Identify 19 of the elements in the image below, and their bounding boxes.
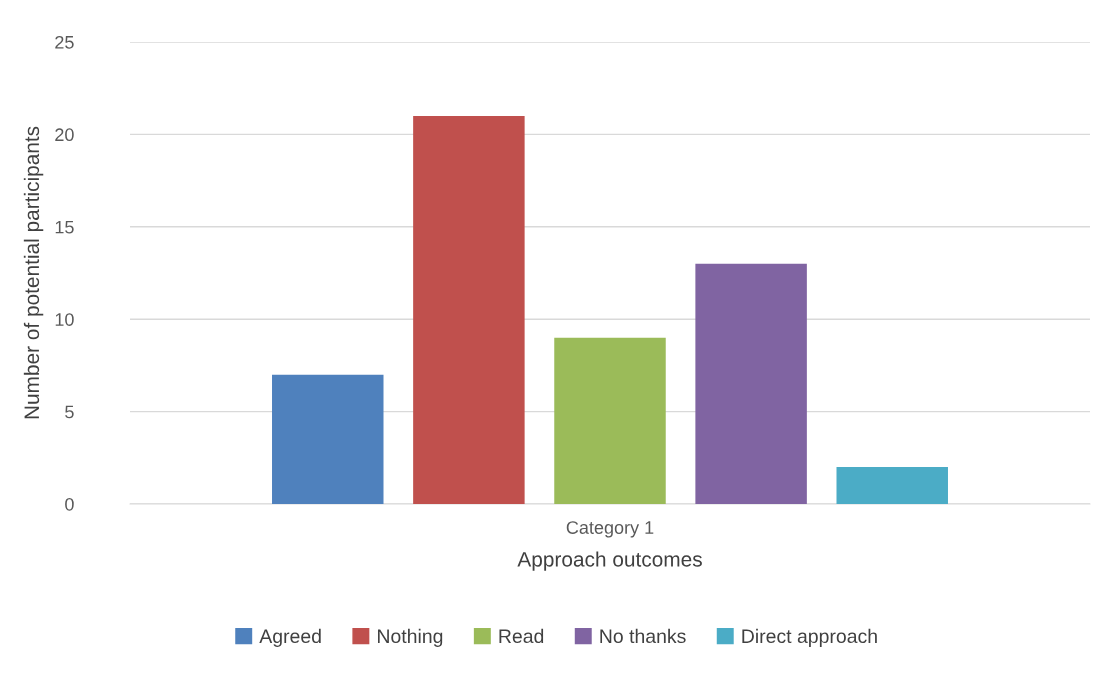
- y-tick-label: 0: [65, 497, 74, 511]
- bar: [272, 374, 384, 504]
- legend-label: No thanks: [600, 628, 686, 644]
- legend-label: Nothing: [378, 628, 443, 647]
- x-axis-title: Approach outcomes: [517, 551, 702, 571]
- legend-label: Read: [499, 628, 544, 644]
- y-tick-label: 10: [55, 313, 74, 326]
- y-tick-label: 25: [55, 35, 74, 49]
- legend-label: Agreed: [259, 628, 321, 647]
- y-tick-label: 20: [55, 128, 74, 142]
- bar: [836, 467, 948, 504]
- y-tick-label: 15: [55, 220, 74, 234]
- y-axis-title: Number of potential participants: [23, 126, 44, 419]
- bar: [695, 263, 807, 504]
- bar: [413, 115, 525, 504]
- legend-label: Direct approach: [742, 628, 877, 647]
- x-tick-label: Category 1: [566, 521, 654, 538]
- y-tick-label: 5: [65, 405, 74, 419]
- bar: [554, 337, 666, 504]
